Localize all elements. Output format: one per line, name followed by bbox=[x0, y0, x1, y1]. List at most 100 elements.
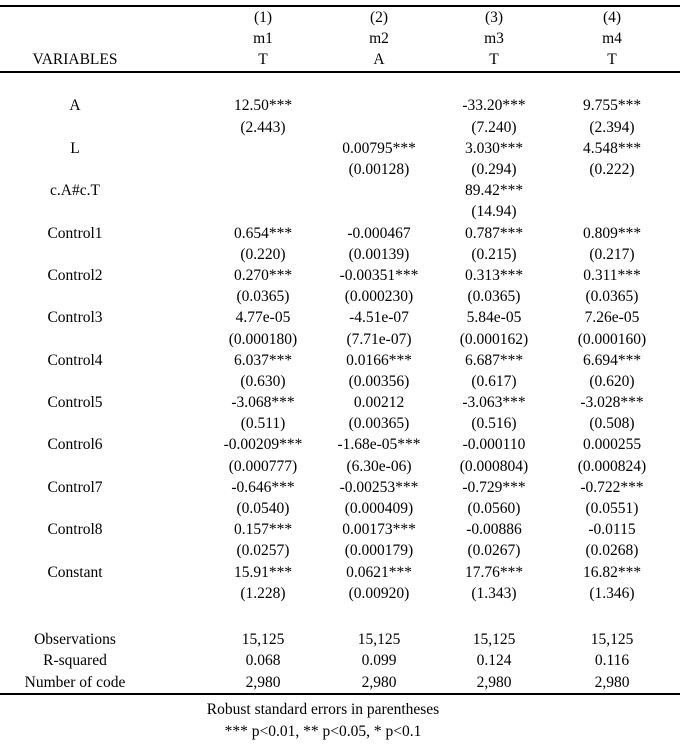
blank-spacer bbox=[0, 604, 680, 629]
se-value: (0.630) bbox=[240, 372, 286, 390]
model-name: m1 bbox=[253, 29, 273, 47]
se-value: (1.228) bbox=[240, 584, 286, 602]
coef-value: 12.50*** bbox=[233, 97, 293, 115]
coef-row: Control2 0.270*** -0.00351*** 0.313*** 0.311… bbox=[0, 265, 680, 286]
coef-value: 5.84e-05 bbox=[466, 309, 522, 327]
se-value: (0.00920) bbox=[348, 584, 410, 602]
se-value: (0.0560) bbox=[467, 500, 521, 518]
se-value: (0.508) bbox=[589, 415, 635, 433]
variable-label: L bbox=[70, 139, 80, 157]
model-name: m4 bbox=[602, 29, 622, 47]
se-value: (0.00365) bbox=[348, 415, 410, 433]
stat-value: 15,125 bbox=[472, 631, 516, 649]
coef-value: -3.068*** bbox=[231, 394, 295, 412]
variable-label: Control2 bbox=[47, 266, 103, 284]
coef-row: Control1 0.654*** -0.000467 0.787*** 0.809**… bbox=[0, 223, 680, 244]
stat-label: Observations bbox=[34, 631, 116, 649]
coef-value: -4.51e-07 bbox=[349, 309, 409, 327]
coef-value: 0.311*** bbox=[583, 266, 641, 284]
coef-value: -0.00209*** bbox=[223, 436, 303, 454]
se-value: (0.000179) bbox=[344, 542, 414, 560]
se-row: (0.630) (0.00356) (0.617) (0.620) bbox=[0, 371, 680, 392]
se-value: (0.00128) bbox=[348, 161, 410, 179]
stat-value: 2,980 bbox=[594, 673, 630, 691]
model-name: m2 bbox=[369, 29, 389, 47]
stat-value: 15,125 bbox=[590, 631, 634, 649]
table-bottom-rule bbox=[0, 693, 680, 696]
note-robust-se: Robust standard errors in parentheses bbox=[206, 701, 440, 719]
stat-value: 0.124 bbox=[476, 652, 512, 670]
coef-row: Control4 6.037*** 0.0166*** 6.687*** 6.694**… bbox=[0, 350, 680, 371]
se-row: (1.228) (0.00920) (1.343) (1.346) bbox=[0, 583, 680, 604]
stat-row: Observations 15,125 15,125 15,125 15,125 bbox=[0, 629, 680, 650]
se-row: (0.511) (0.00365) (0.516) (0.508) bbox=[0, 414, 680, 435]
coef-value: -33.20*** bbox=[462, 97, 526, 115]
stat-row: R-squared 0.068 0.099 0.124 0.116 bbox=[0, 651, 680, 672]
coef-value: 3.030*** bbox=[464, 139, 524, 157]
coef-value: 0.000255 bbox=[582, 436, 642, 454]
coef-row: Control5 -3.068*** 0.00212 -3.063*** -3.028*… bbox=[0, 393, 680, 414]
variable-label: Control5 bbox=[47, 394, 103, 412]
header-model-row: m1 m2 m3 m4 bbox=[0, 28, 680, 49]
table-notes: Robust standard errors in parentheses **… bbox=[0, 695, 646, 742]
variable-label: c.A#c.T bbox=[50, 182, 100, 200]
variable-label: Control3 bbox=[47, 309, 103, 327]
coef-value: 0.0621*** bbox=[346, 563, 412, 581]
se-value: (0.000160) bbox=[577, 330, 647, 348]
coef-value: 4.548*** bbox=[582, 139, 642, 157]
se-value: (2.443) bbox=[240, 118, 286, 136]
coef-value: 0.313*** bbox=[464, 266, 524, 284]
coef-row: A 12.50*** -33.20*** 9.755*** bbox=[0, 96, 680, 117]
model-name: m3 bbox=[484, 29, 504, 47]
variable-label: Control6 bbox=[47, 436, 103, 454]
coef-value: 0.00212 bbox=[353, 394, 405, 412]
se-value: (7.71e-07) bbox=[346, 330, 412, 348]
coef-value: 6.687*** bbox=[464, 351, 524, 369]
coef-value: -0.646*** bbox=[231, 478, 295, 496]
coef-value: 4.77e-05 bbox=[235, 309, 291, 327]
column-number: (2) bbox=[369, 8, 389, 26]
variable-label: Control4 bbox=[47, 351, 103, 369]
se-value: (0.000180) bbox=[228, 330, 298, 348]
blank-spacer bbox=[0, 73, 680, 96]
se-value: (1.343) bbox=[471, 584, 517, 602]
se-value: (14.94) bbox=[471, 203, 517, 221]
table-top-rule bbox=[0, 5, 680, 7]
coef-value: -0.0115 bbox=[588, 521, 636, 539]
se-value: (0.0365) bbox=[467, 288, 521, 306]
se-value: (1.346) bbox=[589, 584, 635, 602]
variable-label: Control8 bbox=[47, 521, 103, 539]
coef-row: L 0.00795*** 3.030*** 4.548*** bbox=[0, 138, 680, 159]
stat-value: 0.068 bbox=[245, 652, 281, 670]
stat-label: Number of code bbox=[24, 673, 126, 691]
se-value: (0.0365) bbox=[236, 288, 290, 306]
column-number: (3) bbox=[484, 8, 504, 26]
se-value: (7.240) bbox=[471, 118, 517, 136]
coef-value: 9.755*** bbox=[582, 97, 642, 115]
coef-value: -0.00886 bbox=[466, 521, 522, 539]
coef-rows: A 12.50*** -33.20*** 9.755*** (2.443) (7.240)… bbox=[0, 96, 680, 605]
se-row: (0.00128) (0.294) (0.222) bbox=[0, 159, 680, 180]
se-row: (14.94) bbox=[0, 202, 680, 223]
se-value: (0.511) bbox=[240, 415, 286, 433]
coef-value: -3.028*** bbox=[580, 394, 644, 412]
stat-row: Number of code 2,980 2,980 2,980 2,980 bbox=[0, 672, 680, 693]
stat-rows: Observations 15,125 15,125 15,125 15,125 R-sq… bbox=[0, 629, 680, 693]
coef-value: 0.157*** bbox=[233, 521, 293, 539]
se-value: (0.000777) bbox=[228, 457, 298, 475]
se-value: (0.000824) bbox=[577, 457, 647, 475]
se-value: (0.222) bbox=[589, 161, 635, 179]
depvar-name: T bbox=[489, 51, 499, 69]
se-value: (0.0540) bbox=[236, 500, 290, 518]
se-value: (0.000162) bbox=[459, 330, 529, 348]
coef-row: Control3 4.77e-05 -4.51e-07 5.84e-05 7.26e-0… bbox=[0, 308, 680, 329]
coef-value: 16.82*** bbox=[582, 563, 642, 581]
se-value: (6.30e-06) bbox=[346, 457, 412, 475]
variable-label: Control7 bbox=[47, 478, 103, 496]
coef-value: 0.00795*** bbox=[342, 139, 416, 157]
coef-value: -0.000467 bbox=[347, 224, 411, 242]
se-value: (2.394) bbox=[589, 118, 635, 136]
coef-row: Control6 -0.00209*** -1.68e-05*** -0.000110… bbox=[0, 435, 680, 456]
se-row: (0.220) (0.00139) (0.215) (0.217) bbox=[0, 244, 680, 265]
